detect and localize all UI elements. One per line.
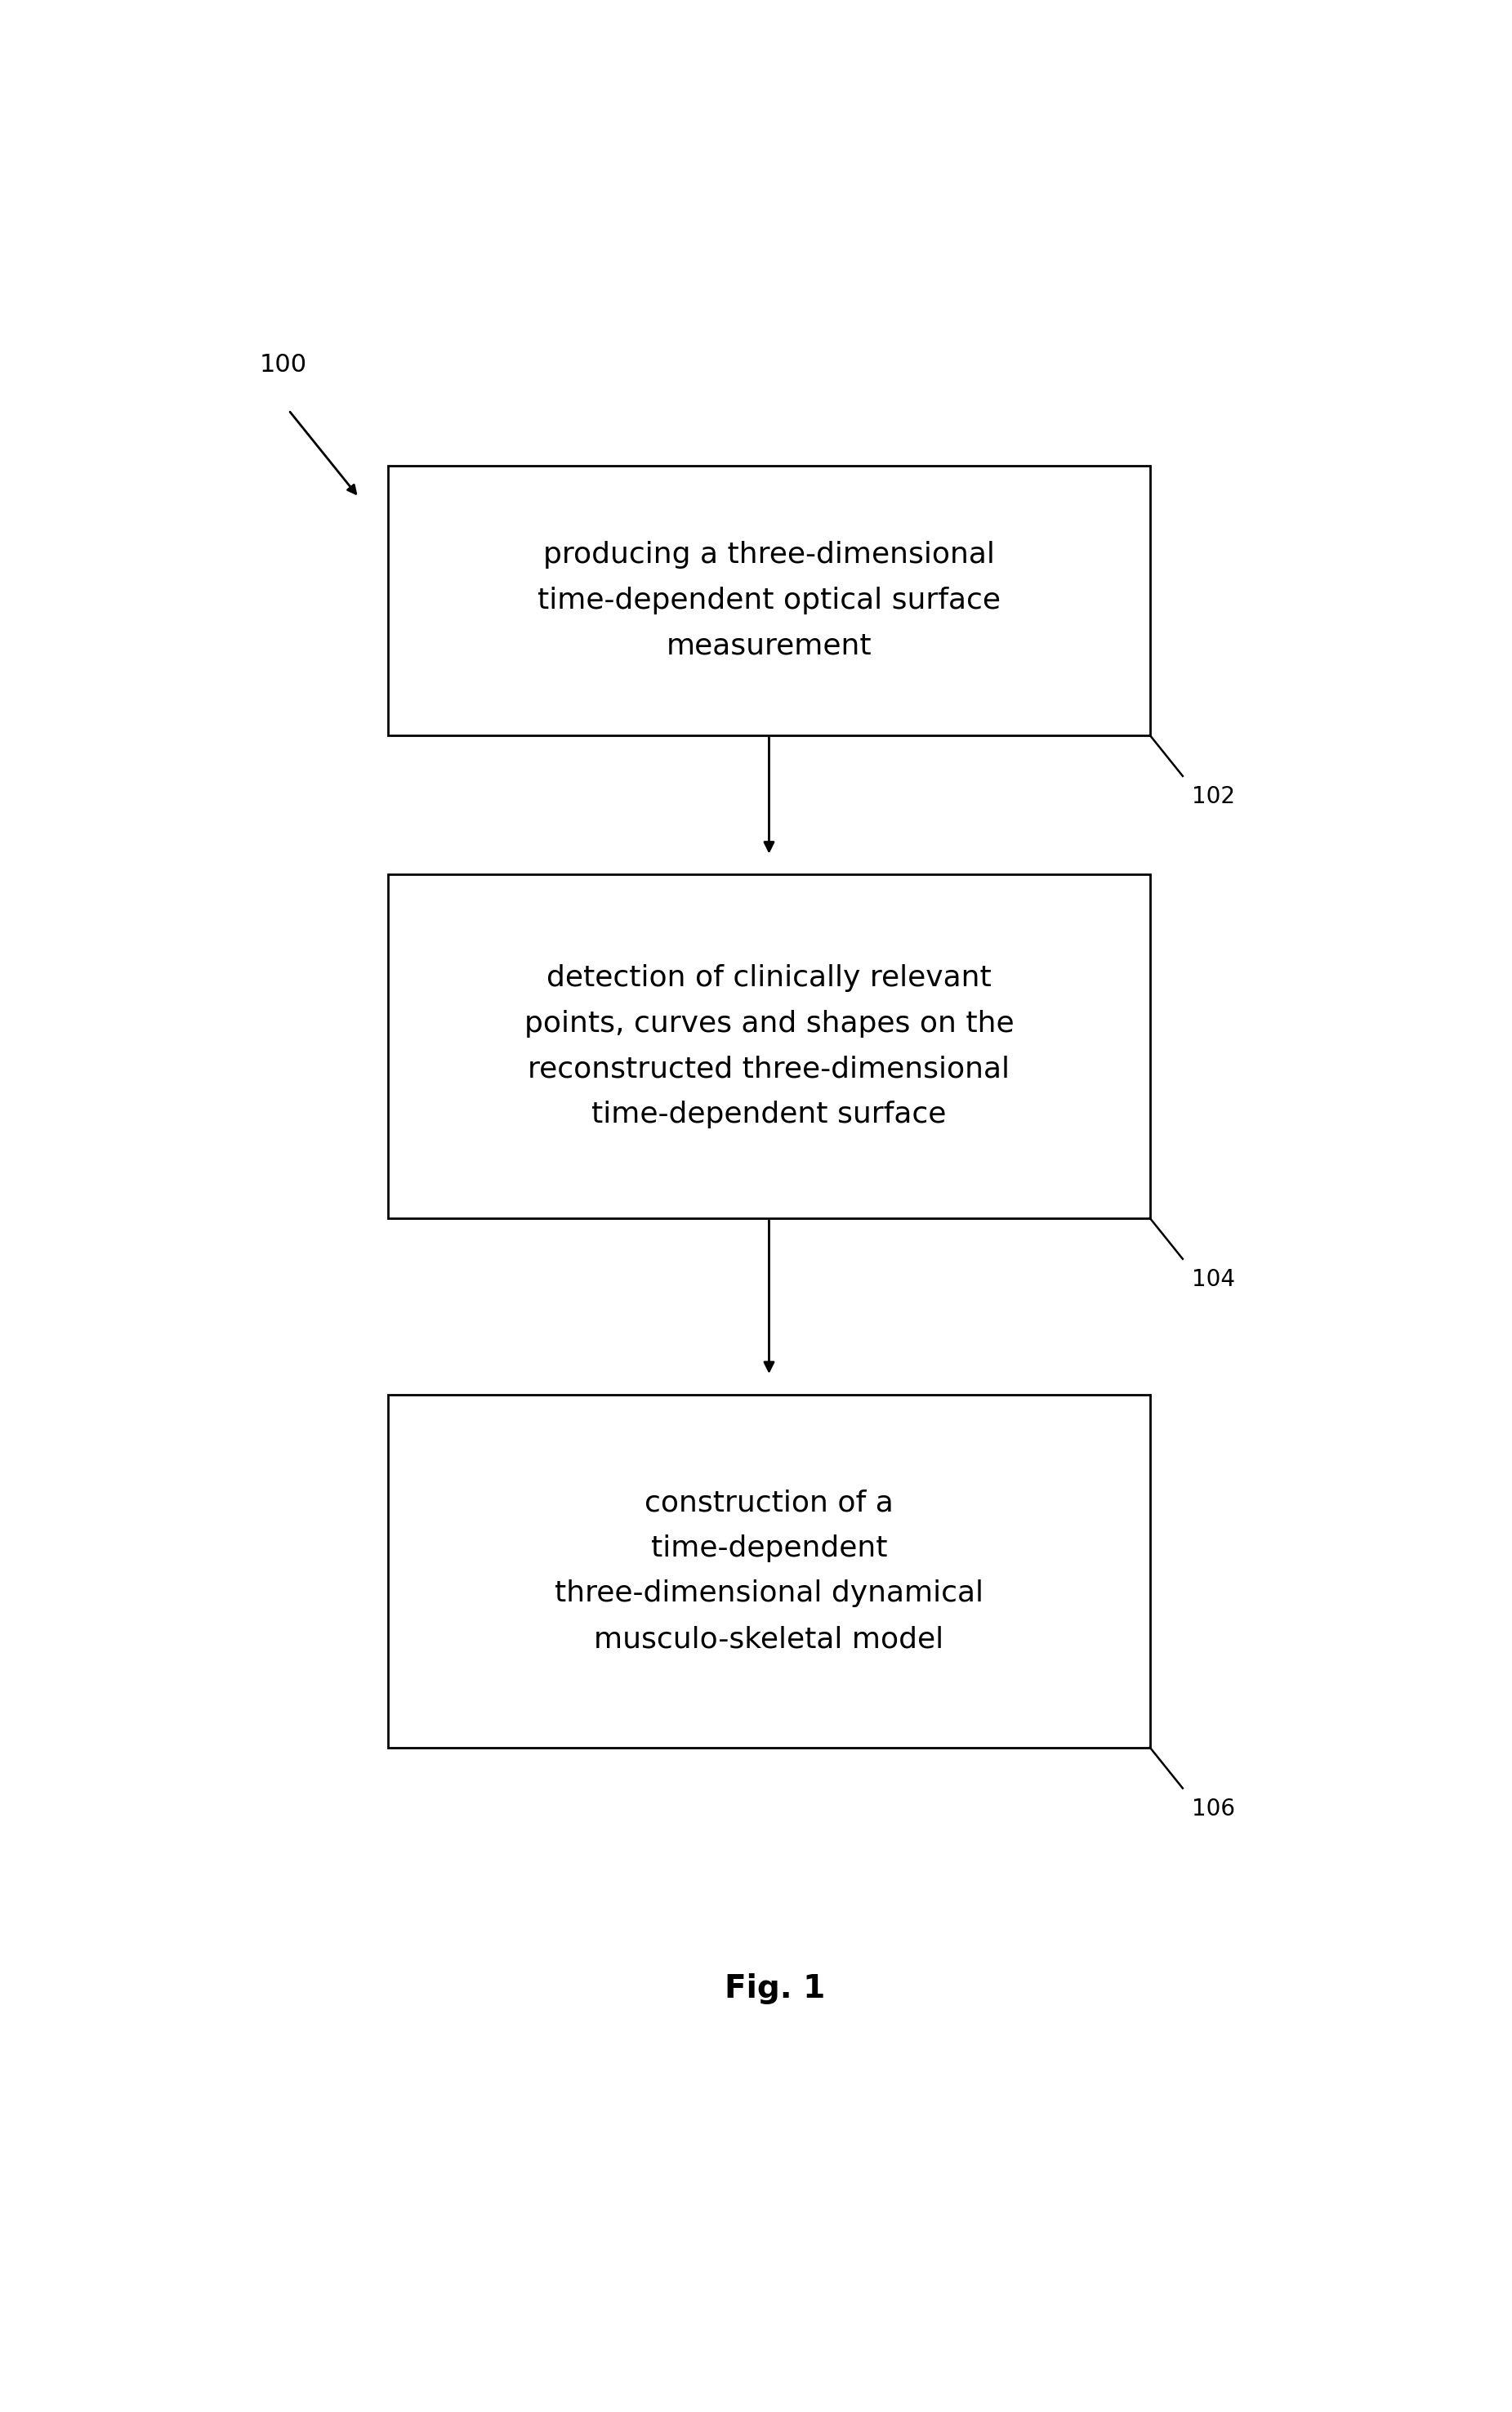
Text: 106: 106 <box>1191 1797 1235 1821</box>
Text: Fig. 1: Fig. 1 <box>724 1973 826 2004</box>
Text: detection of clinically relevant
points, curves and shapes on the
reconstructed : detection of clinically relevant points,… <box>525 965 1015 1129</box>
FancyBboxPatch shape <box>389 876 1151 1218</box>
FancyBboxPatch shape <box>389 466 1151 736</box>
Text: construction of a
time-dependent
three-dimensional dynamical
musculo-skeletal mo: construction of a time-dependent three-d… <box>555 1488 983 1652</box>
Text: 102: 102 <box>1191 786 1235 808</box>
Text: 104: 104 <box>1191 1269 1235 1290</box>
Text: producing a three-dimensional
time-dependent optical surface
measurement: producing a three-dimensional time-depen… <box>537 540 1001 661</box>
Text: 100: 100 <box>260 352 307 376</box>
FancyBboxPatch shape <box>389 1394 1151 1746</box>
